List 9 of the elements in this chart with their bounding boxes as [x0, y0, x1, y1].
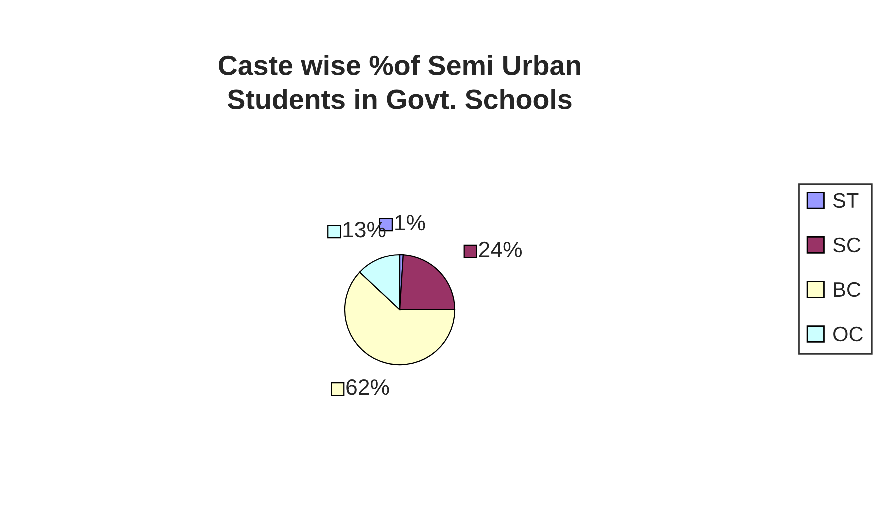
chart-title: Caste wise %of Semi Urban Students in Govt. Schools	[218, 55, 580, 110]
legend-label: ST	[834, 193, 859, 208]
data-label: 62%	[346, 379, 390, 396]
data-label: 13%	[344, 222, 386, 238]
data-label: 24%	[479, 242, 522, 258]
legend-label: SC	[834, 238, 861, 253]
legend-label: BC	[834, 282, 861, 298]
data-label: 1%	[396, 215, 426, 231]
legend-label: OC	[834, 326, 864, 342]
